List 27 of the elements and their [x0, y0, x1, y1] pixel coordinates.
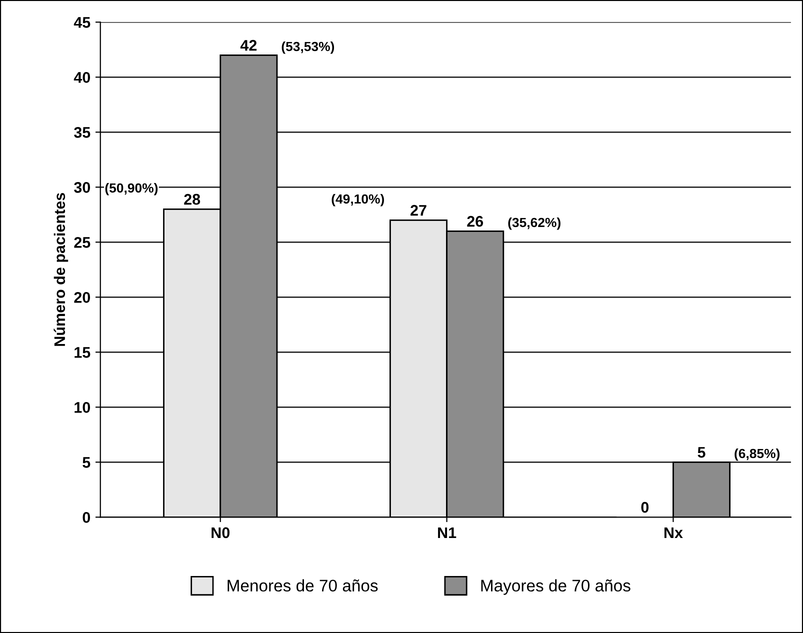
y-tick-label: 35 — [74, 127, 90, 138]
y-tick-label: 40 — [74, 72, 90, 83]
y-tick-label: 0 — [82, 512, 90, 523]
data-label: 27 — [410, 204, 426, 216]
annotation: (35,62%) — [508, 217, 560, 230]
data-label: 42 — [240, 40, 257, 51]
annotation: (50,90%) — [105, 182, 158, 196]
y-tick-label: 15 — [74, 347, 90, 358]
data-label: 0 — [641, 502, 649, 513]
data-label: 28 — [184, 194, 200, 205]
data-label: 5 — [698, 447, 706, 458]
y-tick-label: 5 — [82, 457, 90, 468]
x-tick-label: Nx — [664, 527, 683, 538]
y-tick-label: 25 — [74, 237, 90, 248]
annotation: (6,85%) — [734, 448, 780, 461]
x-tick-label: N1 — [438, 527, 456, 538]
legend-label: Mayores de 70 años — [481, 579, 630, 595]
y-axis-title: Número de pacientes — [54, 193, 68, 346]
y-tick-label: 30 — [74, 182, 90, 193]
legend-label: Menores de 70 años — [228, 579, 378, 592]
y-tick-label: 10 — [74, 402, 90, 413]
annotation: (49,10%) — [332, 194, 384, 206]
y-tick-label: 45 — [74, 17, 90, 28]
annotation: (53,53%) — [282, 41, 334, 54]
data-label: 26 — [467, 216, 484, 227]
y-tick-label: 20 — [74, 292, 90, 303]
x-tick-label: N0 — [212, 527, 230, 538]
